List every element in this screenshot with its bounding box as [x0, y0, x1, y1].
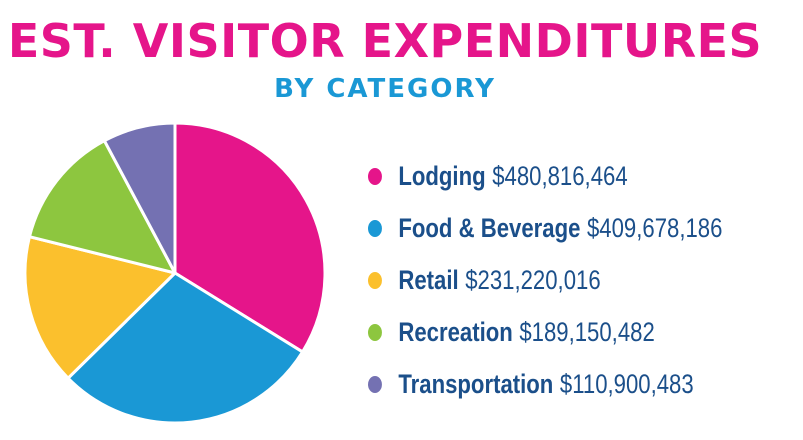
chart-title: EST. VISITOR EXPENDITURES [7, 14, 763, 68]
legend-dot-recreation [368, 323, 382, 341]
legend-item-food-beverage: Food & Beverage $409,678,186 [368, 202, 722, 254]
legend-value-retail: $231,220,016 [465, 264, 601, 295]
legend-label-food-beverage: Food & Beverage [398, 212, 581, 243]
legend-item-transportation: Transportation $110,900,483 [368, 358, 722, 410]
legend-item-retail: Retail $231,220,016 [368, 254, 722, 306]
legend-item-lodging: Lodging $480,816,464 [368, 150, 722, 202]
legend-label-lodging: Lodging [398, 160, 486, 191]
legend-dot-food-beverage [368, 219, 382, 237]
legend-label-recreation: Recreation [398, 316, 513, 347]
chart-subtitle: BY CATEGORY [274, 74, 496, 104]
legend-item-recreation: Recreation $189,150,482 [368, 306, 722, 358]
pie-chart [23, 121, 327, 425]
legend-dot-transportation [368, 375, 382, 393]
legend-dot-lodging [368, 167, 382, 185]
legend: Lodging $480,816,464 Food & Beverage $40… [368, 150, 800, 410]
legend-label-retail: Retail [398, 264, 459, 295]
legend-dot-retail [368, 271, 382, 289]
pie-slice-food-beverage [66, 271, 305, 425]
legend-value-transportation: $110,900,483 [559, 368, 694, 399]
pie-slice-retail [23, 235, 177, 380]
legend-value-recreation: $189,150,482 [519, 316, 655, 347]
legend-value-food-beverage: $409,678,186 [586, 212, 723, 243]
legend-value-lodging: $480,816,464 [492, 160, 628, 191]
legend-label-transportation: Transportation [398, 368, 554, 399]
pie-slice-transportation [102, 121, 177, 275]
pie-slice-recreation [27, 139, 177, 275]
